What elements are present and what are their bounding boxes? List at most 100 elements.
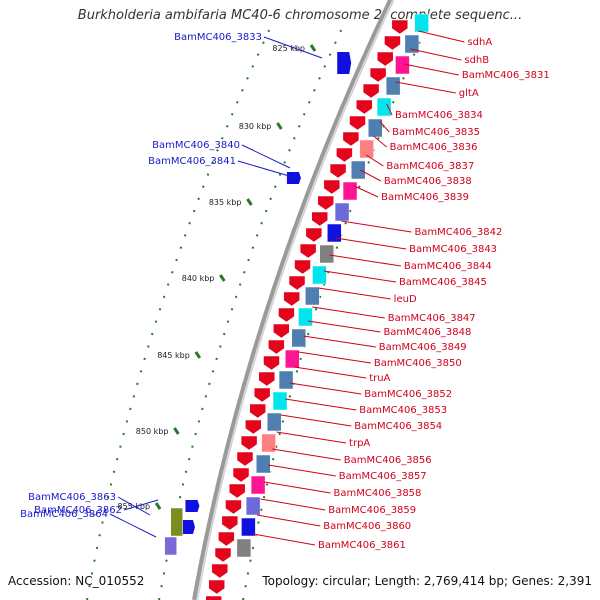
forward-gene-label: BamMC406_3856 bbox=[344, 455, 432, 466]
forward-gene-arrow bbox=[384, 35, 401, 51]
forward-leader-line bbox=[276, 431, 347, 444]
reverse-leader-line bbox=[263, 36, 323, 59]
kbp-scale: 825 kbp 830 kbp 835 kbp 840 kbp 845 kbp 850 k… bbox=[117, 44, 317, 511]
forward-gene-label: BamMC406_3854 bbox=[354, 421, 442, 432]
forward-gene-label: BamMC406_3847 bbox=[388, 313, 476, 324]
forward-gene-label: BamMC406_3861 bbox=[318, 540, 406, 551]
forward-leader-line bbox=[373, 135, 387, 148]
feature-box bbox=[359, 139, 374, 159]
forward-leader-line bbox=[298, 351, 371, 364]
feature-box bbox=[334, 202, 350, 222]
forward-leader-line bbox=[341, 220, 412, 233]
forward-leader-line bbox=[307, 320, 381, 333]
map-title: Burkholderia ambifaria MC40-6 chromosome… bbox=[77, 8, 523, 23]
forward-gene-arrow bbox=[329, 163, 347, 179]
forward-gene-arrow bbox=[283, 291, 300, 307]
forward-leader-line bbox=[410, 48, 462, 61]
forward-leader-line bbox=[260, 498, 326, 511]
feature-box bbox=[376, 97, 392, 117]
feature-box bbox=[305, 286, 320, 306]
reverse-gene-label: BamMC406_3833 bbox=[174, 32, 262, 43]
feature-box bbox=[164, 536, 177, 556]
feature-box bbox=[414, 13, 429, 33]
forward-gene-label: BamMC406_3838 bbox=[384, 176, 472, 187]
forward-leader-line bbox=[285, 398, 357, 411]
forward-leader-line bbox=[418, 30, 465, 43]
forward-gene-arrow bbox=[294, 259, 311, 275]
reverse-gene-label: BamMC406_3862 bbox=[34, 505, 122, 516]
forward-leader-line bbox=[329, 254, 401, 267]
forward-gene-arrow bbox=[362, 83, 380, 99]
forward-gene-label: trpA bbox=[349, 438, 370, 449]
forward-leader-line bbox=[272, 448, 341, 461]
feature-box bbox=[404, 34, 420, 54]
reverse-gene-label: BamMC406_3863 bbox=[28, 492, 116, 503]
forward-gene-label: BamMC406_3842 bbox=[414, 227, 502, 238]
forward-gene-label: gltA bbox=[459, 88, 479, 99]
kbp-tick bbox=[194, 351, 202, 359]
kbp-tick bbox=[173, 427, 180, 435]
kbp-label: 825 kbp bbox=[272, 44, 305, 53]
forward-gene-arrow bbox=[236, 451, 254, 467]
forward-gene-label: BamMC406_3844 bbox=[404, 261, 492, 272]
forward-gene-arrow bbox=[376, 51, 394, 67]
forward-gene-arrow bbox=[278, 307, 295, 323]
forward-leader-line bbox=[268, 464, 336, 477]
feature-box bbox=[342, 181, 358, 201]
reverse-leader-line bbox=[241, 144, 291, 169]
kbp-label: 855 kbp bbox=[117, 502, 150, 511]
forward-gene-label: BamMC406_3853 bbox=[359, 405, 447, 416]
forward-leader-line bbox=[303, 335, 376, 348]
feature-box bbox=[285, 349, 300, 369]
kbp-tick bbox=[246, 198, 253, 206]
forward-gene-label: BamMC406_3839 bbox=[381, 192, 469, 203]
forward-gene-label: BamMC406_3837 bbox=[386, 161, 474, 172]
kbp-tick bbox=[154, 502, 162, 510]
forward-gene-arrow bbox=[288, 275, 306, 291]
forward-leader-line bbox=[335, 237, 407, 250]
kbp-label: 850 kbp bbox=[136, 427, 169, 436]
forward-gene-arrow bbox=[299, 243, 317, 259]
forward-leader-line bbox=[252, 533, 316, 546]
forward-gene-arrow bbox=[311, 211, 328, 227]
reverse-gene-arrow bbox=[337, 52, 352, 74]
reverse-leader-line bbox=[237, 160, 297, 179]
forward-gene-arrow bbox=[253, 387, 271, 403]
forward-leader-line bbox=[386, 103, 393, 116]
feature-box bbox=[291, 328, 307, 348]
forward-gene-arrow bbox=[245, 419, 262, 435]
forward-gene-arrow bbox=[342, 131, 360, 147]
feature-box bbox=[170, 507, 183, 537]
forward-gene-label: BamMC406_3836 bbox=[390, 142, 478, 153]
reverse-leader-line bbox=[109, 513, 157, 538]
feature-box bbox=[385, 76, 401, 96]
forward-gene-label: BamMC406_3857 bbox=[339, 471, 427, 482]
forward-leader-line bbox=[403, 63, 459, 76]
forward-leader-line bbox=[318, 287, 391, 300]
forward-gene-arrow bbox=[356, 99, 373, 115]
forward-leader-line bbox=[256, 514, 321, 527]
kbp-label: 840 kbp bbox=[182, 274, 215, 283]
feature-box bbox=[312, 265, 327, 285]
forward-gene-label: BamMC406_3859 bbox=[328, 505, 416, 516]
forward-gene-arrow bbox=[349, 115, 366, 131]
feature-box bbox=[266, 412, 282, 432]
feature-box bbox=[236, 538, 252, 558]
forward-gene-arrow bbox=[305, 227, 323, 243]
reverse-gene-label: BamMC406_3864 bbox=[20, 509, 108, 520]
forward-leader-line bbox=[312, 306, 385, 319]
forward-gene-label: sdhB bbox=[464, 55, 489, 66]
forward-leader-line bbox=[353, 185, 379, 198]
reverse-leader-line bbox=[123, 499, 159, 511]
kbp-tick bbox=[309, 44, 317, 52]
reverse-gene-arrow bbox=[180, 520, 195, 534]
backbone-highlight bbox=[196, 0, 395, 600]
forward-gene-arrow bbox=[317, 195, 334, 211]
forward-gene-arrow bbox=[273, 323, 290, 339]
kbp-label: 835 kbp bbox=[209, 198, 242, 207]
forward-gene-arrow bbox=[214, 547, 232, 563]
forward-gene-labels: sdhA sdhB BamMC406_3831 gltA BamMC406_3834 Ba… bbox=[252, 30, 550, 551]
forward-leader-line bbox=[395, 81, 456, 94]
forward-gene-arrow bbox=[232, 467, 250, 483]
forward-gene-label: BamMC406_3831 bbox=[462, 70, 550, 81]
